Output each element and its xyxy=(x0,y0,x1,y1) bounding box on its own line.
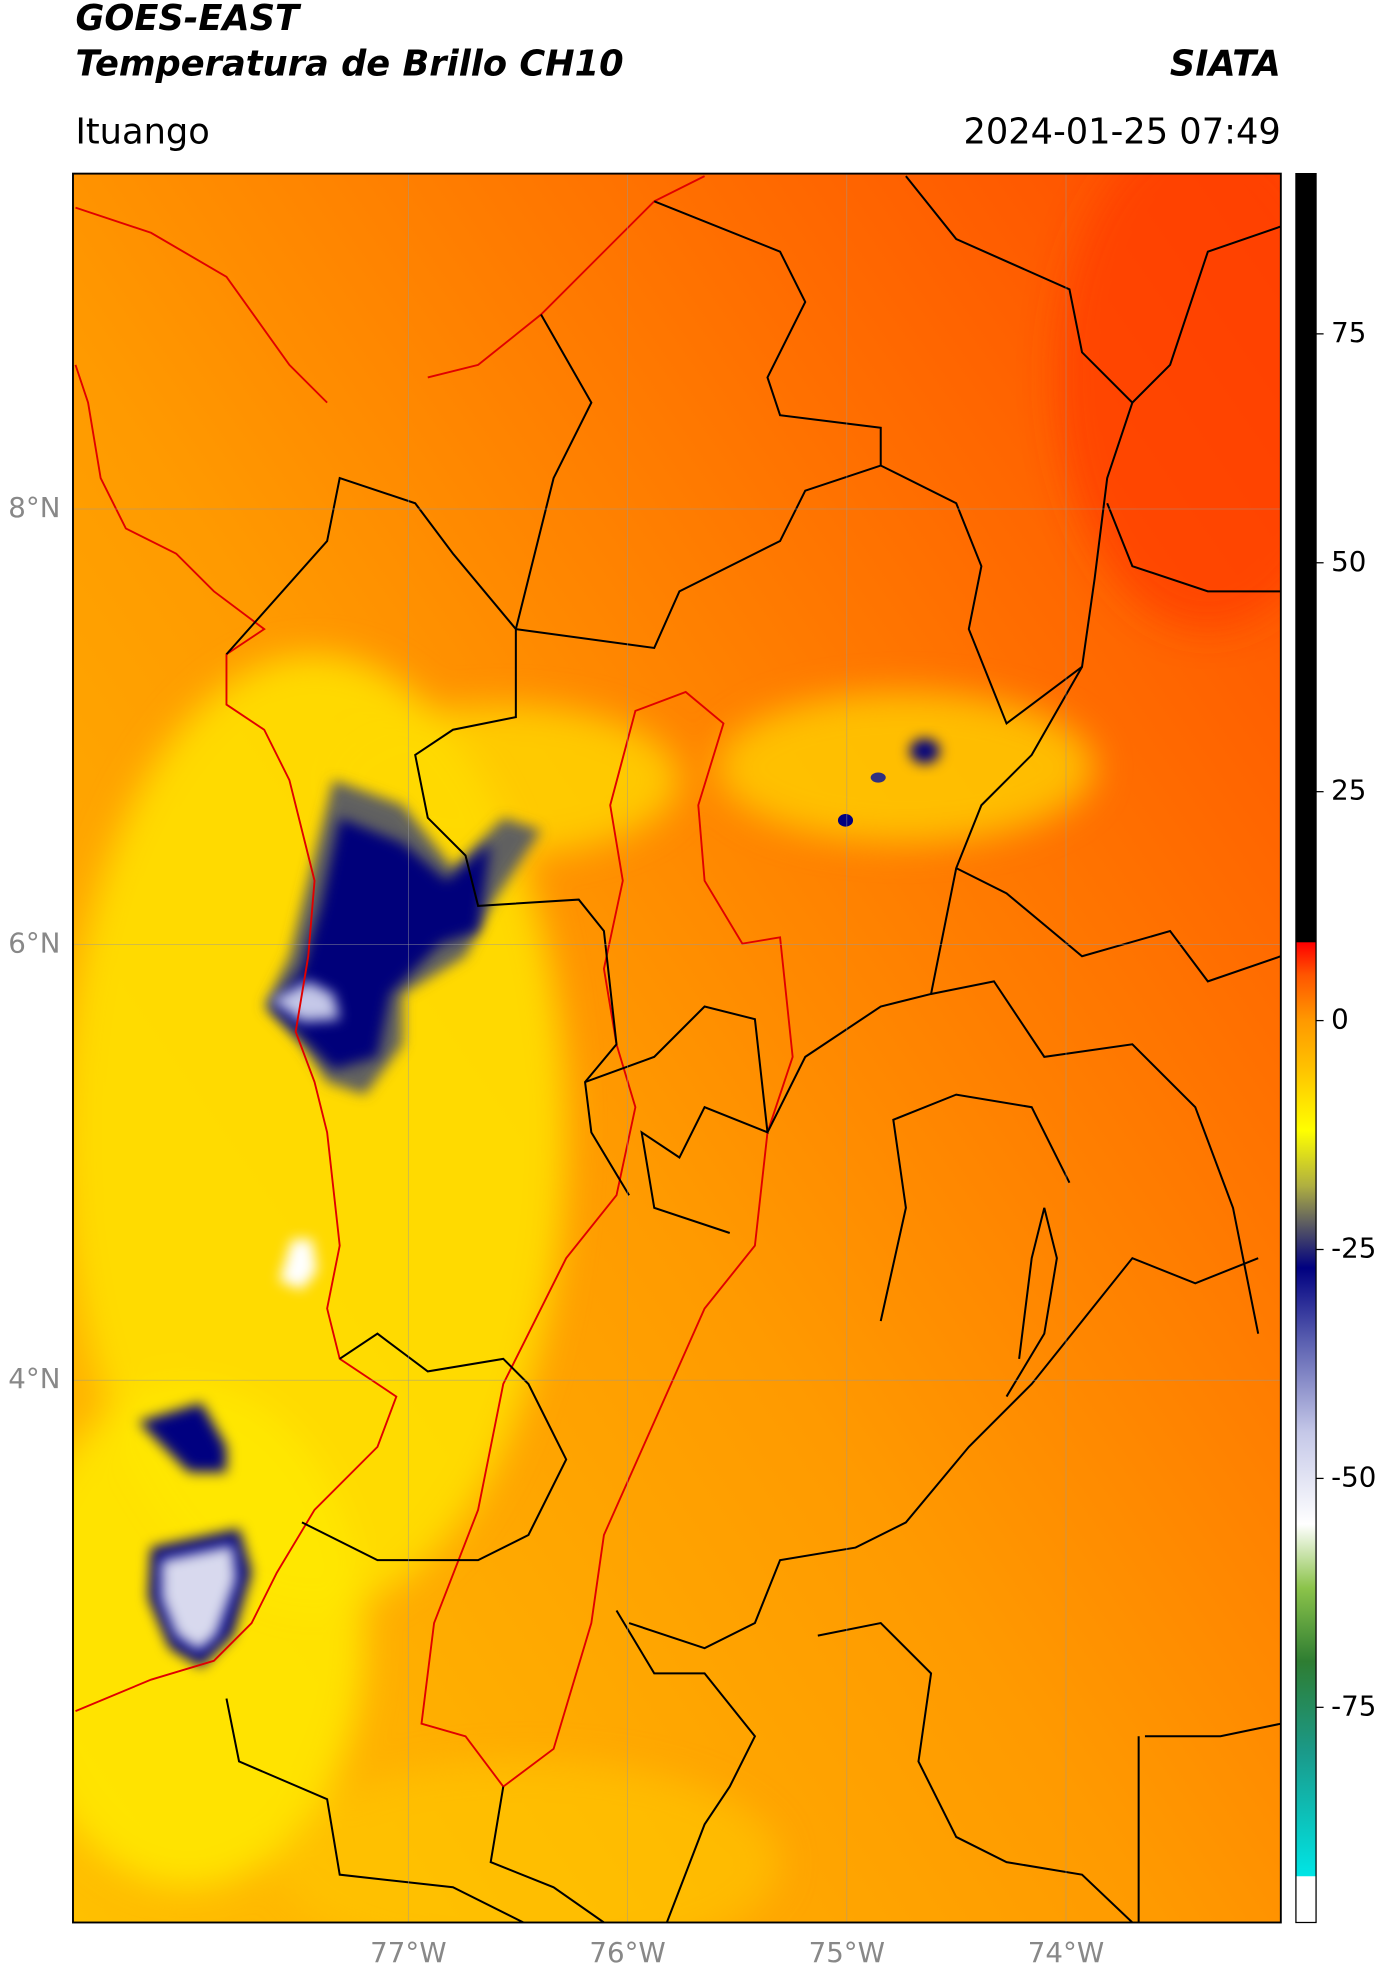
x-tick-label: 75°W xyxy=(809,1936,885,1969)
colorbar-tick-label: 75 xyxy=(1331,316,1366,349)
title: GOES-EAST xyxy=(75,0,302,39)
political-boundaries xyxy=(225,175,1281,1923)
y-tick-label: 6°N xyxy=(8,927,60,960)
colorbar-tick-label: -25 xyxy=(1331,1232,1376,1265)
location: Ituango xyxy=(75,111,209,152)
x-tick-label: 77°W xyxy=(370,1936,446,1969)
colorbar-tick-label: 50 xyxy=(1331,545,1366,578)
map-frame xyxy=(72,172,1282,1924)
colorbar xyxy=(1295,172,1317,1924)
map-field xyxy=(72,173,1281,1923)
datetime: 2024-01-25 07:49 xyxy=(963,111,1280,152)
y-tick-label: 8°N xyxy=(8,491,60,524)
colorbar-tick-label: -75 xyxy=(1331,1689,1376,1722)
y-tick-label: 4°N xyxy=(8,1362,60,1395)
x-tick-label: 74°W xyxy=(1028,1936,1104,1969)
colorbar-tick-label: 25 xyxy=(1331,774,1366,807)
region-outline xyxy=(74,175,794,1788)
cloud-tops xyxy=(138,738,940,1668)
colorbar-tick-label: 0 xyxy=(1331,1003,1349,1036)
colorbar-tick-label: -50 xyxy=(1331,1460,1376,1493)
x-tick-label: 76°W xyxy=(589,1936,665,1969)
ticks: 77°W 76°W 75°W 74°W 4°N 6°N 8°N -75 -50 -25 0 25 50 7… xyxy=(8,316,1376,1969)
subtitle: Temperatura de Brillo CH10 xyxy=(75,43,623,84)
brand: SIATA xyxy=(1170,43,1281,84)
map-grid xyxy=(72,173,1281,1923)
